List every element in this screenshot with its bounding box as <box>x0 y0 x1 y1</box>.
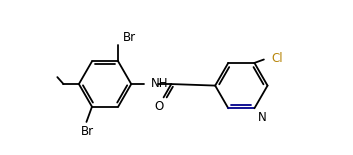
Text: N: N <box>258 111 267 124</box>
Text: Br: Br <box>80 125 94 138</box>
Text: O: O <box>154 100 163 113</box>
Text: NH: NH <box>151 77 169 90</box>
Text: Br: Br <box>123 31 136 44</box>
Text: Cl: Cl <box>271 52 283 65</box>
